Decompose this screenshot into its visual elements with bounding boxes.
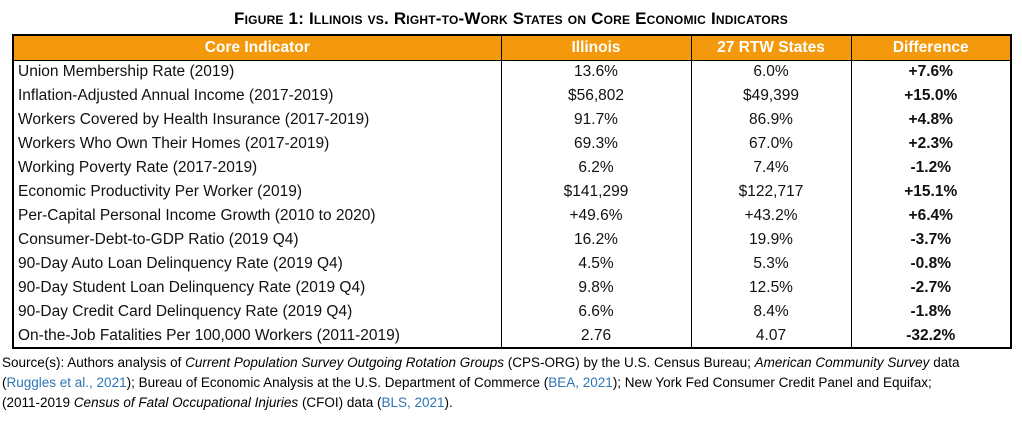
indicator-cell: Economic Productivity Per Worker (2019) (18, 183, 302, 200)
difference-value-cell: +2.3% (850, 132, 1011, 156)
source-text: Source(s): Authors analysis of (2, 355, 186, 370)
source-link[interactable]: BEA, 2021 (548, 375, 613, 390)
indicator-cell: Workers Covered by Health Insurance (201… (18, 111, 370, 128)
illinois-value-cell: 91.7% (500, 108, 691, 132)
rtw-value-cell: 8.4% (690, 300, 851, 324)
column-header-core-indicator: Core Indicator (13, 35, 501, 61)
illinois-value-cell: 4.5% (500, 252, 691, 276)
column-header-rtw-states: 27 RTW States (690, 35, 851, 61)
source-link[interactable]: Ruggles et al., 2021 (6, 375, 127, 390)
indicator-cell: Working Poverty Rate (2017-2019) (18, 159, 258, 176)
illinois-value-cell: 6.2% (500, 156, 691, 180)
rtw-value-cell: 12.5% (690, 276, 851, 300)
rtw-value-cell: 6.0% (690, 60, 851, 84)
rtw-value-cell: 5.3% (690, 252, 851, 276)
table-row: 90-Day Auto Loan Delinquency Rate (2019 … (13, 252, 1011, 276)
rtw-value-cell: $122,717 (690, 180, 851, 204)
difference-value-cell: -2.7% (850, 276, 1011, 300)
table-body: Union Membership Rate (2019) 13.6% 6.0% +7.… (13, 60, 1011, 348)
source-text: American Community Survey (754, 355, 930, 370)
rtw-value-cell: 4.07 (690, 324, 851, 348)
rtw-value-cell: 86.9% (690, 108, 851, 132)
source-note: Source(s): Authors analysis of Current P… (2, 353, 1020, 413)
table-row: Working Poverty Rate (2017-2019) 6.2% 7.4%… (13, 156, 1011, 180)
illinois-value-cell: 16.2% (500, 228, 691, 252)
rtw-value-cell: 7.4% (690, 156, 851, 180)
illinois-value-cell: 13.6% (500, 60, 691, 84)
illinois-value-cell: 6.6% (500, 300, 691, 324)
illinois-value-cell: 69.3% (500, 132, 691, 156)
source-text: ); New York Fed Consumer Credit Panel an… (612, 375, 932, 390)
difference-value-cell: -1.2% (850, 156, 1011, 180)
source-text: data (929, 355, 960, 370)
difference-value-cell: -1.8% (850, 300, 1011, 324)
indicator-cell: 90-Day Student Loan Delinquency Rate (20… (18, 279, 366, 296)
indicator-cell: 90-Day Auto Loan Delinquency Rate (2019 … (18, 255, 343, 272)
table-row: Economic Productivity Per Worker (2019) $… (13, 180, 1011, 204)
illinois-value-cell: +49.6% (500, 204, 691, 228)
rtw-value-cell: $49,399 (690, 84, 851, 108)
source-text: ). (444, 395, 453, 410)
indicator-cell: Consumer-Debt-to-GDP Ratio (2019 Q4) (18, 231, 299, 248)
rtw-value-cell: 19.9% (690, 228, 851, 252)
source-text: (CPS-ORG) by the U.S. Census Bureau; (504, 355, 755, 370)
indicator-cell: Inflation-Adjusted Annual Income (2017-2… (18, 87, 334, 104)
illinois-value-cell: $56,802 (500, 84, 691, 108)
source-line: (Ruggles et al., 2021); Bureau of Econom… (2, 373, 1020, 393)
source-text: Census of Fatal Occupational Injuries (73, 395, 299, 410)
source-text: (CFOI) data ( (298, 395, 382, 410)
rtw-value-cell: 67.0% (690, 132, 851, 156)
difference-value-cell: +4.8% (850, 108, 1011, 132)
illinois-value-cell: 2.76 (500, 324, 691, 348)
table-row: 90-Day Credit Card Delinquency Rate (201… (13, 300, 1011, 324)
difference-value-cell: +6.4% (850, 204, 1011, 228)
indicator-cell: 90-Day Credit Card Delinquency Rate (201… (18, 303, 353, 320)
table-row: Per-Capital Personal Income Growth (2010… (13, 204, 1011, 228)
table-row: Workers Who Own Their Homes (2017-2019) 6… (13, 132, 1011, 156)
difference-value-cell: +7.6% (850, 60, 1011, 84)
source-text: (2011-2019 (2, 395, 74, 410)
difference-value-cell: -32.2% (850, 324, 1011, 348)
table-header-row: Core Indicator Illinois 27 RTW States Di… (13, 35, 1011, 61)
indicator-cell: Workers Who Own Their Homes (2017-2019) (18, 135, 330, 152)
table-row: On-the-Job Fatalities Per 100,000 Worker… (13, 324, 1011, 348)
table-row: Inflation-Adjusted Annual Income (2017-2… (13, 84, 1011, 108)
difference-value-cell: +15.1% (850, 180, 1011, 204)
table-row: Workers Covered by Health Insurance (201… (13, 108, 1011, 132)
source-text: Current Population Survey Outgoing Rotat… (185, 355, 505, 370)
difference-value-cell: +15.0% (850, 84, 1011, 108)
indicator-cell: On-the-Job Fatalities Per 100,000 Worker… (18, 326, 400, 344)
source-text: ); Bureau of Economic Analysis at the U.… (126, 375, 549, 390)
illinois-value-cell: $141,299 (500, 180, 691, 204)
illinois-value-cell: 9.8% (500, 276, 691, 300)
indicator-cell: Per-Capital Personal Income Growth (2010… (18, 207, 376, 224)
source-line: Source(s): Authors analysis of Current P… (2, 353, 1020, 373)
difference-value-cell: -0.8% (850, 252, 1011, 276)
source-line: (2011-2019 Census of Fatal Occupational … (2, 393, 1020, 413)
indicators-table: Core Indicator Illinois 27 RTW States Di… (12, 34, 1012, 349)
table-row: Union Membership Rate (2019) 13.6% 6.0% +7.… (13, 60, 1011, 84)
indicator-cell: Union Membership Rate (2019) (18, 63, 235, 81)
table-row: 90-Day Student Loan Delinquency Rate (20… (13, 276, 1011, 300)
difference-value-cell: -3.7% (850, 228, 1011, 252)
source-text: ( (2, 375, 7, 390)
rtw-value-cell: +43.2% (690, 204, 851, 228)
figure-title: Figure 1: Illinois vs. Right-to-Work Sta… (234, 9, 788, 28)
table-row: Consumer-Debt-to-GDP Ratio (2019 Q4) 16.2… (13, 228, 1011, 252)
column-header-difference: Difference (850, 35, 1011, 61)
source-link[interactable]: BLS, 2021 (381, 395, 445, 410)
column-header-illinois: Illinois (500, 35, 691, 61)
